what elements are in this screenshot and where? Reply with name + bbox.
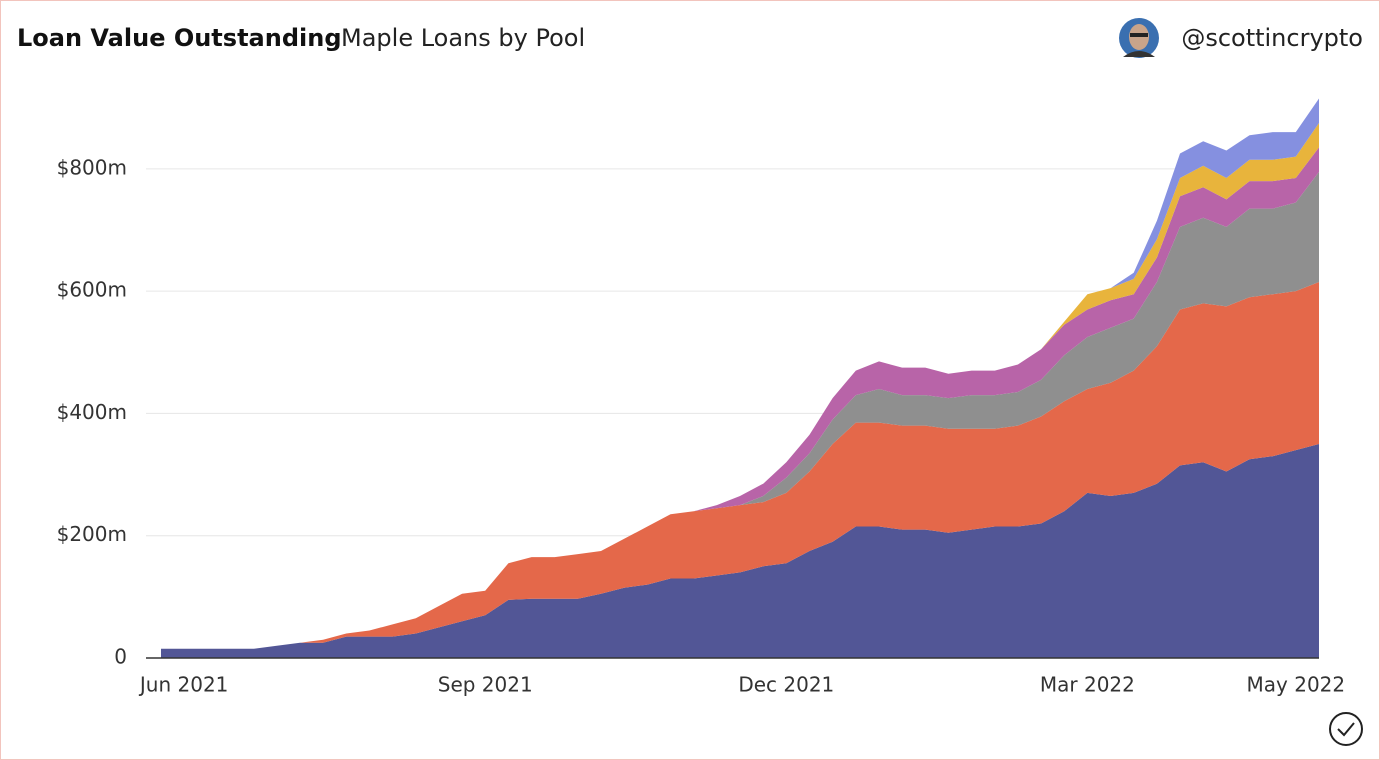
y-tick-label: $600m <box>57 278 127 302</box>
chart-title: Loan Value Outstanding <box>17 24 342 52</box>
area <box>161 147 1319 649</box>
area <box>161 171 1319 649</box>
chart-subtitle: Maple Loans by Pool <box>341 24 585 52</box>
avatar <box>1119 18 1159 58</box>
area <box>161 444 1319 658</box>
area <box>161 282 1319 649</box>
x-tick-label: Mar 2022 <box>1040 673 1135 697</box>
x-tick-label: Dec 2021 <box>738 673 834 697</box>
area <box>161 98 1319 649</box>
area <box>161 123 1319 649</box>
x-tick-label: May 2022 <box>1247 673 1346 697</box>
y-tick-label: 0 <box>114 645 127 669</box>
y-tick-label: $800m <box>57 155 127 179</box>
x-tick-label: Jun 2021 <box>138 673 229 697</box>
y-tick-label: $400m <box>57 400 127 424</box>
author: @scottincrypto <box>1181 24 1363 52</box>
x-tick-label: Sep 2021 <box>438 673 533 697</box>
y-tick-label: $200m <box>57 522 127 546</box>
check-icon[interactable] <box>1329 712 1363 746</box>
